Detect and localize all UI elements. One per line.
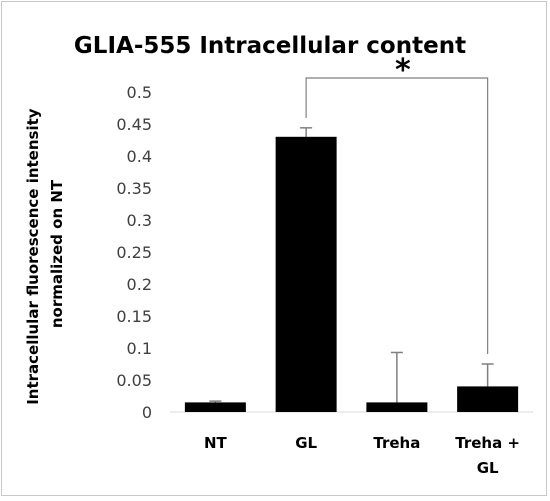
y-tick-label: 0.5 xyxy=(127,83,152,102)
x-tick-label-line2: GL xyxy=(477,459,499,477)
x-tick-label: Treha xyxy=(373,434,420,452)
x-tick-label: Treha + xyxy=(455,434,520,452)
x-tick-label: GL xyxy=(295,434,317,452)
bar xyxy=(275,136,337,413)
significance-bracket xyxy=(305,77,489,354)
y-tick-label: 0.1 xyxy=(127,339,152,358)
y-tick-label: 0.35 xyxy=(116,179,152,198)
significance-label: * xyxy=(395,53,411,88)
x-axis-tick-labels: NT GL Treha Treha + GL xyxy=(204,434,520,477)
bar xyxy=(184,402,246,412)
y-axis-label-line2: normalized on NT xyxy=(48,179,66,328)
bar xyxy=(366,402,428,412)
y-tick-label: 0.15 xyxy=(116,307,152,326)
y-tick-label: 0.45 xyxy=(116,115,152,134)
y-tick-label: 0.3 xyxy=(127,211,152,230)
y-axis-tick-labels: 0 0.05 0.1 0.15 0.2 0.25 0.3 0.35 0.4 0.45 0.5 xyxy=(116,83,152,422)
y-tick-label: 0.4 xyxy=(127,147,152,166)
y-tick-label: 0.25 xyxy=(116,243,152,262)
y-axis-label-line1: Intracellular fluorescence intensity xyxy=(24,108,42,405)
y-tick-label: 0.05 xyxy=(116,371,152,390)
significance-annotation: * xyxy=(305,53,489,354)
y-tick-label: 0.2 xyxy=(127,275,152,294)
x-tick-label: NT xyxy=(204,434,228,452)
error-bars xyxy=(209,127,494,403)
y-axis-label: Intracellular fluorescence intensity nor… xyxy=(24,103,66,405)
y-tick-label: 0 xyxy=(142,403,152,422)
chart-title: GLIA-555 Intracellular content xyxy=(74,33,466,59)
bars xyxy=(184,136,519,413)
bar xyxy=(457,386,519,412)
